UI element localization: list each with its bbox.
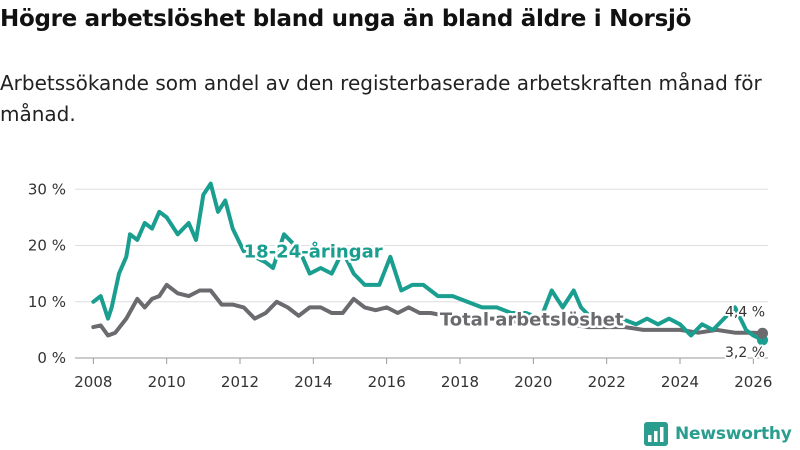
y-tick-label: 30 % xyxy=(28,180,66,198)
y-tick-label: 20 % xyxy=(28,237,66,255)
end-label-youth: 3,2 % xyxy=(725,345,765,361)
y-tick-label: 10 % xyxy=(28,293,66,311)
series-line-total xyxy=(91,282,765,338)
label-layer: 18-24-åringar Total arbetslöshet 4,4 % 3,2 … xyxy=(241,238,767,363)
x-tick-label: 2014 xyxy=(294,373,332,391)
y-tick-label: 0 % xyxy=(37,349,66,367)
series-label-total: Total arbetslöshet xyxy=(440,309,624,330)
grid-layer xyxy=(75,188,768,359)
chart-title: Högre arbetslöshet bland unga än bland ä… xyxy=(0,6,692,32)
x-tick-label: 2012 xyxy=(221,373,259,391)
x-tick-label: 2020 xyxy=(514,373,552,391)
x-tick-label: 2024 xyxy=(661,373,699,391)
x-tick-label: 2018 xyxy=(441,373,479,391)
x-tick-label: 2008 xyxy=(74,373,112,391)
brand-logo[interactable]: Newsworthy xyxy=(644,420,792,448)
brand-name: Newsworthy xyxy=(675,424,792,444)
x-tick-label: 2010 xyxy=(148,373,186,391)
series-line-youth xyxy=(91,181,765,342)
chart-subtitle: Arbetssökande som andel av den registerb… xyxy=(0,71,762,126)
end-label-total: 4,4 % xyxy=(725,304,765,320)
series-label-youth: 18-24-åringar xyxy=(244,240,383,262)
x-tick-label: 2026 xyxy=(734,373,772,391)
x-tick-label: 2016 xyxy=(368,373,406,391)
end-point-total xyxy=(757,327,768,339)
x-tick-label: 2022 xyxy=(588,373,626,391)
axis-layer: 0 % 10 % 20 % 30 % 2008 2010 2012 2014 2016 2018 2… xyxy=(28,180,773,391)
newsworthy-logo-icon xyxy=(644,422,668,446)
series-layer xyxy=(91,181,768,346)
